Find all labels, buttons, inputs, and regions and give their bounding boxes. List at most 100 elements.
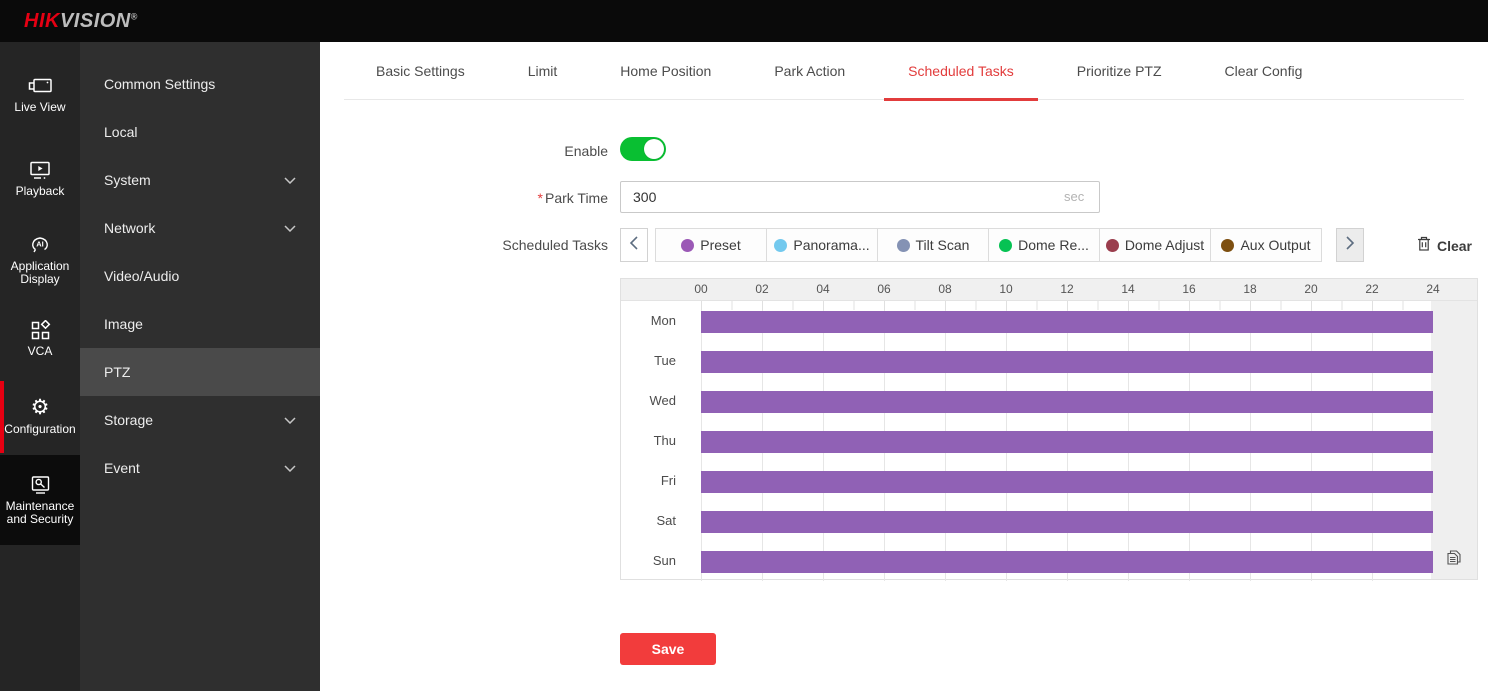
task-type-dome-re-[interactable]: Dome Re... (988, 228, 1100, 262)
subnav-item-video-audio[interactable]: Video/Audio (80, 252, 320, 300)
top-bar: HIKVISION® (0, 0, 1488, 42)
enable-toggle[interactable] (620, 137, 666, 161)
task-color-dot (999, 238, 1013, 252)
task-type-dome-adjust[interactable]: Dome Adjust (1099, 228, 1211, 262)
schedule-bar-mon[interactable] (701, 311, 1433, 333)
tab-limit[interactable]: Limit (527, 62, 558, 79)
tab-home-position[interactable]: Home Position (620, 62, 712, 79)
subnav-item-label: Video/Audio (104, 268, 180, 284)
tab-scheduled-tasks[interactable]: Scheduled Tasks (884, 42, 1038, 101)
day-label-sat: Sat (656, 513, 676, 528)
task-page-left-button[interactable] (620, 228, 648, 262)
day-label-fri: Fri (660, 473, 676, 488)
clear-label: Clear (1436, 237, 1472, 254)
hour-label: 16 (1182, 282, 1196, 296)
subnav-item-system[interactable]: System (80, 156, 320, 204)
sidebar-item-maintenance-and-security[interactable]: Maintenance and Security (0, 455, 80, 545)
settings-subnav: Common Settings Local System Network Video/A… (80, 42, 320, 691)
subnav-item-local[interactable]: Local (80, 108, 320, 156)
day-label-tue: Tue (654, 353, 676, 368)
subnav-item-label: PTZ (104, 364, 131, 380)
hour-label: 10 (999, 282, 1013, 296)
task-type-aux-output[interactable]: Aux Output (1210, 228, 1322, 262)
task-type-panorama-[interactable]: Panorama... (766, 228, 878, 262)
sidebar-item-label: Playback (15, 184, 65, 198)
schedule-bar-sun[interactable] (701, 551, 1433, 573)
task-type-label: Dome Adjust (1124, 237, 1205, 253)
subnav-item-label: Storage (104, 412, 154, 428)
hour-label: 18 (1243, 282, 1257, 296)
grid-rows-area[interactable] (701, 301, 1433, 581)
hour-label: 08 (938, 282, 952, 296)
enable-label: Enable (564, 143, 608, 159)
hour-ticks (701, 301, 1433, 310)
subnav-item-image[interactable]: Image (80, 300, 320, 348)
park-time-unit: sec (1064, 189, 1085, 204)
park-time-label: * Park Time (537, 190, 608, 206)
toggle-knob (644, 139, 664, 159)
subnav-item-network[interactable]: Network (80, 204, 320, 252)
application-display-icon: AI (28, 235, 52, 255)
schedule-bar-wed[interactable] (701, 391, 1433, 413)
grid-hours-header: 00 02 04 06 08 10 12 14 16 18 20 22 24 (621, 279, 1477, 301)
hour-label: 02 (755, 282, 769, 296)
task-type-label: Dome Re... (1018, 237, 1089, 253)
sidebar-item-label: VCA (27, 344, 53, 358)
trash-icon (1417, 236, 1431, 255)
task-color-dot (681, 238, 695, 252)
task-type-label: Tilt Scan (915, 237, 970, 253)
subnav-item-common-settings[interactable]: Common Settings (80, 60, 320, 108)
day-label-wed: Wed (649, 393, 677, 408)
logo-hik: HIK (24, 10, 60, 32)
tab-prioritize-ptz[interactable]: Prioritize PTZ (1076, 62, 1162, 79)
schedule-grid[interactable]: 00 02 04 06 08 10 12 14 16 18 20 22 24 Mon Tue Wed Thu F… (620, 278, 1478, 581)
hour-label: 22 (1365, 282, 1379, 296)
copy-schedule-button[interactable] (1446, 549, 1463, 571)
hour-label: 00 (694, 282, 708, 296)
park-time-input[interactable] (620, 181, 1100, 213)
svg-text:AI: AI (36, 240, 44, 249)
grid-right-gutter (1431, 279, 1477, 579)
task-type-label: Aux Output (1240, 237, 1311, 253)
save-button[interactable]: Save (620, 633, 716, 665)
sidebar-item-application-display[interactable]: AI Application Display (0, 220, 80, 300)
subnav-item-label: Event (104, 460, 140, 476)
task-color-dot (774, 238, 788, 252)
schedule-bar-sat[interactable] (701, 511, 1433, 533)
task-type-tilt-scan[interactable]: Tilt Scan (877, 228, 989, 262)
subnav-item-label: Image (104, 316, 143, 332)
schedule-bar-tue[interactable] (701, 351, 1433, 373)
ptz-tab-bar: Basic Settings Limit Home Position Park Act… (344, 42, 1464, 101)
tab-basic-settings[interactable]: Basic Settings (376, 62, 465, 79)
subnav-item-label: Network (104, 220, 156, 236)
required-asterisk: * (537, 190, 543, 206)
schedule-bar-thu[interactable] (701, 431, 1433, 453)
task-type-preset[interactable]: Preset (655, 228, 767, 262)
chevron-left-icon (629, 235, 639, 255)
tab-park-action[interactable]: Park Action (774, 62, 846, 79)
task-type-label: Panorama... (793, 237, 870, 253)
live-view-icon (27, 76, 53, 96)
task-color-dot (1105, 238, 1119, 252)
task-color-dot (1221, 238, 1235, 252)
subnav-item-event[interactable]: Event (80, 444, 320, 492)
task-page-right-button[interactable] (1336, 228, 1364, 262)
clear-schedule-button[interactable]: Clear (1417, 236, 1472, 255)
subnav-item-storage[interactable]: Storage (80, 396, 320, 444)
subnav-item-label: System (104, 172, 151, 188)
hikvision-logo: HIKVISION® (24, 10, 138, 33)
chevron-down-icon (284, 416, 296, 424)
sidebar-item-playback[interactable]: Playback (0, 148, 80, 210)
schedule-bar-fri[interactable] (701, 471, 1433, 493)
sidebar-item-vca[interactable]: VCA (0, 308, 80, 370)
chevron-down-icon (284, 176, 296, 184)
tab-clear-config[interactable]: Clear Config (1224, 62, 1303, 79)
task-color-dot (896, 238, 910, 252)
chevron-right-icon (1345, 235, 1355, 255)
sidebar-item-live-view[interactable]: Live View (0, 64, 80, 126)
subnav-item-ptz[interactable]: PTZ (80, 348, 320, 396)
day-label-sun: Sun (652, 553, 676, 568)
task-type-label: Preset (700, 237, 741, 253)
playback-icon (28, 160, 52, 180)
sidebar-item-configuration[interactable]: ⚙ Configuration (0, 381, 80, 453)
